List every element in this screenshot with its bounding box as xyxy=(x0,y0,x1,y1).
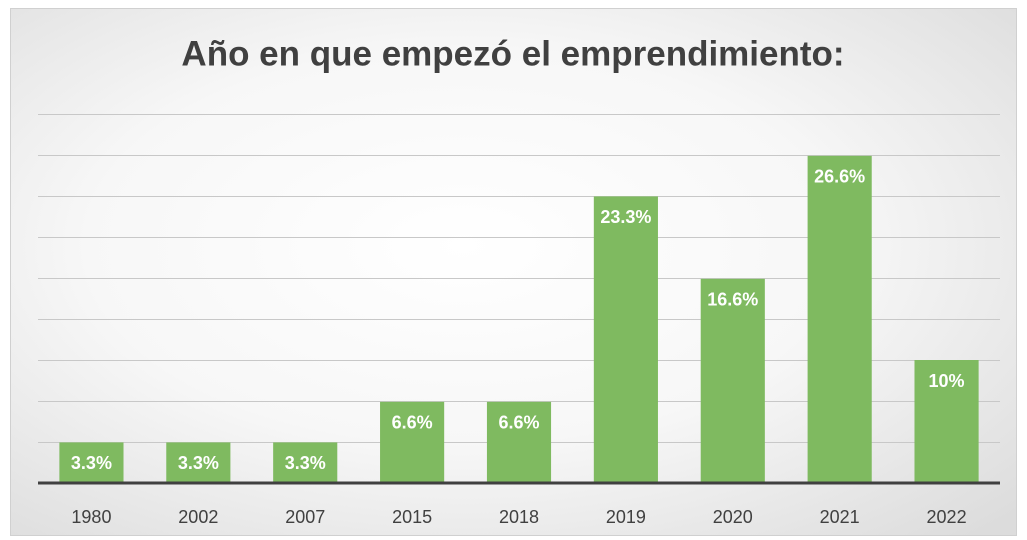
x-tick-label: 2018 xyxy=(499,507,539,527)
data-label: 3.3% xyxy=(178,453,219,473)
x-tick-label: 2007 xyxy=(285,507,325,527)
chart-title: Año en que empezó el emprendimiento: xyxy=(181,34,844,73)
x-tick-label: 2020 xyxy=(713,507,753,527)
bar xyxy=(807,155,872,483)
x-tick-label: 2002 xyxy=(178,507,218,527)
bar xyxy=(486,401,552,483)
data-label: 23.3% xyxy=(600,207,651,227)
data-label: 3.3% xyxy=(285,453,326,473)
bar xyxy=(380,401,445,483)
bar xyxy=(593,196,658,483)
bar xyxy=(914,360,979,483)
data-label: 10% xyxy=(929,371,965,391)
x-tick-label: 1980 xyxy=(71,507,111,527)
bar xyxy=(59,442,124,483)
bar xyxy=(700,278,765,483)
data-label: 26.6% xyxy=(814,167,865,187)
bar xyxy=(273,442,338,483)
x-tick-label: 2019 xyxy=(606,507,646,527)
data-label: 16.6% xyxy=(707,290,758,310)
x-tick-label: 2021 xyxy=(820,507,860,527)
x-tick-label: 2022 xyxy=(927,507,967,527)
data-label: 6.6% xyxy=(498,413,539,433)
x-tick-label: 2015 xyxy=(392,507,432,527)
data-label: 3.3% xyxy=(71,453,112,473)
bar xyxy=(166,442,231,483)
data-label: 6.6% xyxy=(392,413,433,433)
